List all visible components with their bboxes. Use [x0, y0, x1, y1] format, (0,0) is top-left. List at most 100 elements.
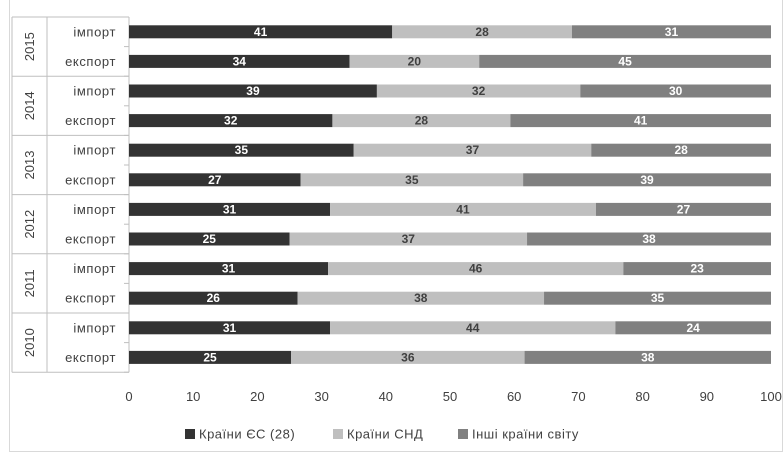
- bar-segment: [129, 173, 301, 187]
- row-label: експорт: [65, 232, 116, 247]
- bar-segment: [129, 25, 393, 39]
- row-label: експорт: [65, 172, 116, 187]
- bar-segment: [129, 202, 331, 216]
- bar-segment: [591, 143, 771, 157]
- bar-segment: [544, 291, 771, 305]
- bar-segment: [524, 350, 771, 364]
- x-tick-label: 80: [635, 389, 649, 404]
- row-label: імпорт: [73, 84, 116, 99]
- bar-segment: [595, 202, 771, 216]
- data-label: 23: [690, 262, 704, 276]
- data-label: 45: [618, 54, 632, 68]
- data-label: 41: [456, 202, 470, 216]
- legend-label: Інші країни світу: [472, 427, 579, 442]
- bar-segment: [129, 84, 377, 98]
- data-label: 30: [669, 84, 683, 98]
- bar-segment: [129, 114, 333, 128]
- x-tick-label: 10: [186, 389, 200, 404]
- year-label: 2014: [22, 91, 37, 120]
- row-label: імпорт: [73, 202, 116, 217]
- legend-label: Країни СНД: [347, 427, 423, 442]
- bar-segment: [510, 114, 771, 128]
- data-label: 25: [203, 350, 217, 364]
- bar-segment: [129, 54, 350, 68]
- row-label: імпорт: [73, 320, 116, 335]
- data-label: 39: [246, 84, 260, 98]
- x-tick-label: 90: [700, 389, 714, 404]
- bar-segment: [615, 321, 771, 335]
- row-label: імпорт: [73, 261, 116, 276]
- bar-segment: [479, 54, 771, 68]
- year-label: 2011: [22, 269, 37, 297]
- bar-segment: [129, 291, 298, 305]
- data-label: 39: [640, 173, 654, 187]
- data-label: 46: [469, 262, 483, 276]
- row-label: імпорт: [73, 24, 116, 39]
- year-label: 2010: [22, 328, 37, 357]
- data-label: 31: [223, 202, 237, 216]
- bar-segment: [328, 262, 624, 276]
- data-label: 36: [401, 350, 415, 364]
- x-tick-label: 100: [760, 389, 782, 404]
- data-label: 44: [466, 321, 480, 335]
- data-label: 41: [634, 114, 648, 128]
- x-tick-label: 70: [571, 389, 585, 404]
- row-label: експорт: [65, 54, 116, 69]
- bar-segment: [291, 350, 525, 364]
- data-label: 37: [402, 232, 416, 246]
- data-label: 34: [233, 54, 247, 68]
- bar-segment: [129, 350, 292, 364]
- bar-segment: [527, 232, 771, 246]
- data-label: 38: [414, 291, 428, 305]
- data-label: 38: [642, 232, 656, 246]
- bar-segment: [129, 143, 354, 157]
- data-label: 32: [224, 114, 238, 128]
- data-label: 28: [475, 25, 489, 39]
- legend-swatch: [185, 429, 195, 439]
- bar-segment: [353, 143, 592, 157]
- row-label: експорт: [65, 113, 116, 128]
- data-label: 37: [466, 143, 480, 157]
- data-label: 31: [665, 25, 679, 39]
- data-label: 41: [254, 25, 268, 39]
- bar-segment: [332, 114, 511, 128]
- data-label: 27: [208, 173, 222, 187]
- bar-segment: [571, 25, 771, 39]
- data-label: 25: [203, 232, 217, 246]
- bar-segment: [129, 232, 290, 246]
- data-label: 26: [207, 291, 221, 305]
- data-label: 28: [674, 143, 688, 157]
- data-label: 27: [677, 202, 691, 216]
- bar-segment: [349, 54, 480, 68]
- bar-segment: [297, 291, 545, 305]
- data-label: 38: [641, 350, 655, 364]
- data-label: 35: [405, 173, 419, 187]
- bar-segment: [289, 232, 528, 246]
- row-label: експорт: [65, 350, 116, 365]
- year-label: 2012: [22, 210, 37, 239]
- bar-segment: [330, 202, 596, 216]
- data-label: 20: [408, 54, 422, 68]
- bar-segment: [376, 84, 581, 98]
- bar-segment: [129, 321, 331, 335]
- bar-segment: [392, 25, 572, 39]
- legend-label: Країни ЄС (28): [199, 427, 295, 442]
- bar-segment: [623, 262, 771, 276]
- bar-segment: [580, 84, 771, 98]
- row-label: імпорт: [73, 143, 116, 158]
- x-tick-label: 40: [379, 389, 393, 404]
- bar-segment: [330, 321, 616, 335]
- data-label: 35: [651, 291, 665, 305]
- data-label: 24: [687, 321, 701, 335]
- x-tick-label: 0: [125, 389, 132, 404]
- data-label: 35: [235, 143, 249, 157]
- x-tick-label: 30: [314, 389, 328, 404]
- x-tick-label: 60: [507, 389, 521, 404]
- legend-swatch: [333, 429, 343, 439]
- data-label: 31: [222, 262, 236, 276]
- bar-segment: [129, 262, 329, 276]
- row-label: експорт: [65, 291, 116, 306]
- year-label: 2015: [22, 32, 37, 61]
- x-tick-label: 50: [443, 389, 457, 404]
- data-label: 31: [223, 321, 237, 335]
